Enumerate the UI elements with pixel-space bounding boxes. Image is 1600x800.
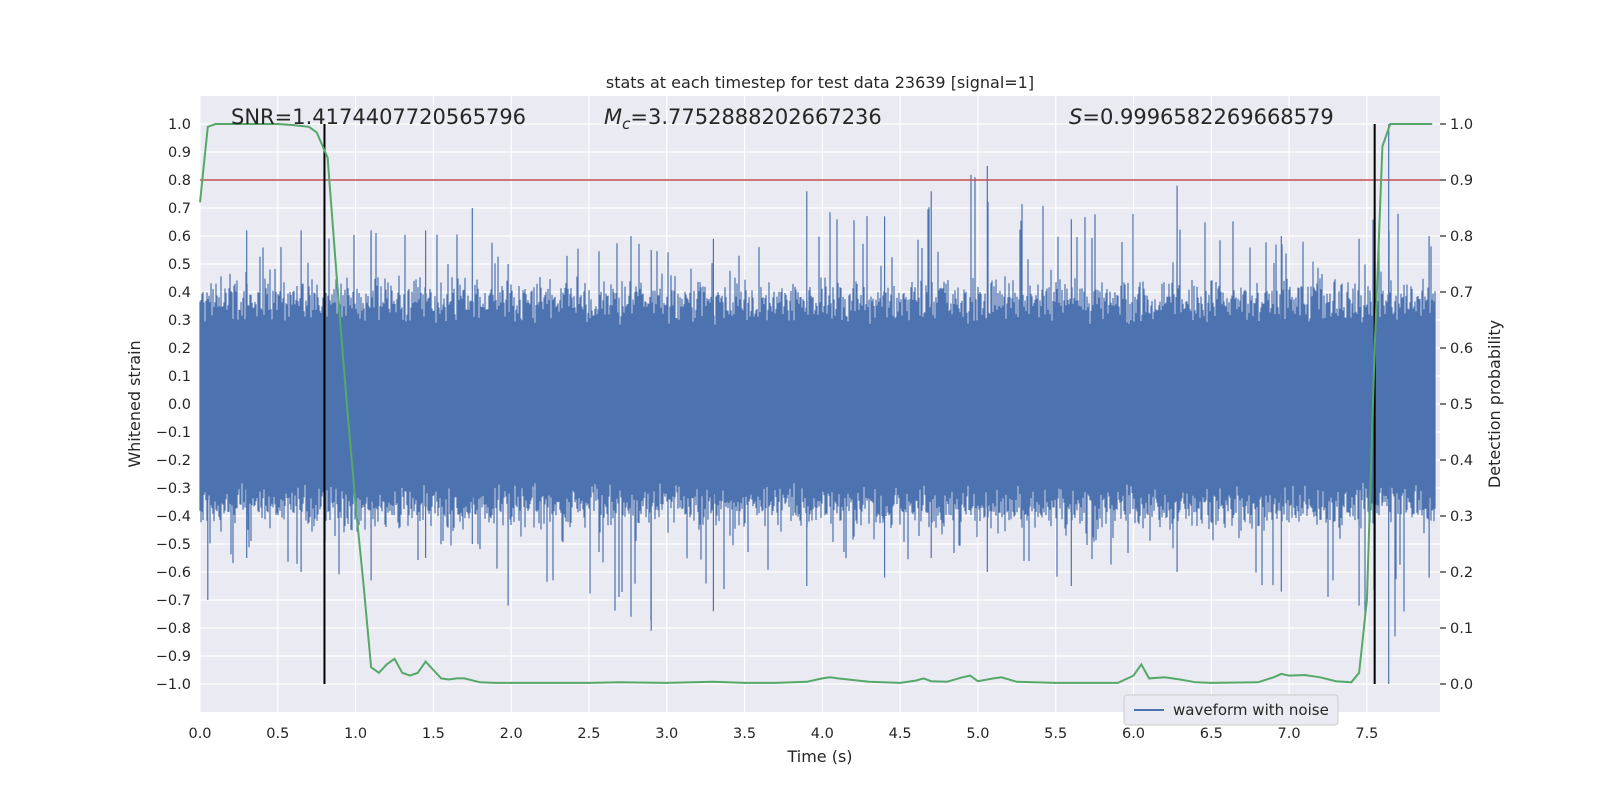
x-tick-label: 7.0 (1278, 726, 1301, 742)
y-right-tick-label: 0.6 (1450, 341, 1473, 357)
y-left-tick-label: −0.1 (156, 425, 191, 441)
y-left-tick-label: 1.0 (168, 117, 191, 133)
y-left-tick-label: 0.0 (168, 397, 191, 413)
y-left-tick-label: −0.3 (156, 481, 191, 497)
legend-box (1123, 694, 1339, 726)
chirp-mass-annotation: Mc=3.7752888202667236 (604, 105, 882, 133)
y-right-tick-label: 0.0 (1450, 677, 1473, 693)
y-left-axis-label: Whitened strain (125, 340, 144, 467)
x-tick-label: 7.5 (1355, 726, 1378, 742)
chirp-mass-subscript: c (622, 115, 631, 133)
x-tick-label: 3.0 (655, 726, 678, 742)
y-left-tick-label: 0.2 (168, 341, 191, 357)
x-tick-label: 6.5 (1200, 726, 1223, 742)
vertical-markers (323, 124, 1376, 684)
waveform-line (199, 124, 1436, 684)
y-right-tick-label: 0.5 (1450, 397, 1473, 413)
x-tick-label: 1.0 (344, 726, 367, 742)
y-left-tick-label: 0.6 (168, 229, 191, 245)
y-right-axis-label: Detection probability (1485, 320, 1504, 488)
y-left-tick-label: −0.5 (156, 537, 191, 553)
y-left-tick-label: 0.8 (168, 173, 191, 189)
y-left-tick-label: −0.8 (156, 621, 191, 637)
y-right-tick-label: 0.1 (1450, 621, 1473, 637)
x-tick-label: 4.0 (811, 726, 834, 742)
y-left-tick-label: 0.9 (168, 145, 191, 161)
chirp-mass-value: =3.7752888202667236 (630, 105, 881, 129)
y-right-tick-label: 0.3 (1450, 509, 1473, 525)
x-tick-label: 5.5 (1044, 726, 1067, 742)
snr-annotation: SNR=1.4174407720565796 (231, 105, 526, 129)
probability-line (199, 123, 1433, 684)
s-statistic-symbol: S (1069, 105, 1082, 129)
y-right-tick-label: 0.2 (1450, 565, 1473, 581)
s-statistic-annotation: S=0.9996582269668579 (1069, 105, 1334, 129)
y-left-tick-label: 0.1 (168, 369, 191, 385)
y-left-tick-label: 0.5 (168, 257, 191, 273)
x-tick-label: 3.5 (733, 726, 756, 742)
x-axis-label: Time (s) (786, 747, 852, 766)
x-tick-label: 5.0 (966, 726, 989, 742)
y-left-tick-label: 0.7 (168, 201, 191, 217)
x-tick-label: 0.0 (188, 726, 211, 742)
y-left-tick-label: 0.3 (168, 313, 191, 329)
y-right-tick-label: 1.0 (1450, 117, 1473, 133)
y-left-tick-label: −0.2 (156, 453, 191, 469)
y-left-tick-label: −0.7 (156, 593, 191, 609)
y-left-tick-label: −1.0 (156, 677, 191, 693)
y-right-axis-ticks: 1.0 0.9 0.8 0.7 0.6 0.5 0.4 0.3 0.2 0.1 0.0 (1440, 117, 1473, 693)
probability-series (199, 123, 1433, 684)
s-statistic-value: =0.9996582269668579 (1082, 105, 1333, 129)
x-tick-label: 4.5 (889, 726, 912, 742)
y-right-tick-label: 0.4 (1450, 453, 1473, 469)
x-tick-label: 2.0 (500, 726, 523, 742)
x-tick-label: 0.5 (266, 726, 289, 742)
y-left-tick-label: −0.9 (156, 649, 191, 665)
y-left-tick-label: −0.4 (156, 509, 191, 525)
legend-label: waveform with noise (1173, 701, 1329, 719)
y-right-tick-label: 0.9 (1450, 173, 1473, 189)
y-right-tick-label: 0.7 (1450, 285, 1473, 301)
y-left-tick-label: −0.6 (156, 565, 191, 581)
chart-title: stats at each timestep for test data 236… (606, 73, 1034, 92)
y-right-tick-label: 0.8 (1450, 229, 1473, 245)
x-axis-ticks: 0.0 0.5 1.0 1.5 2.0 2.5 3.0 3.5 4.0 4.5 5.0 5.5 6.0 6… (188, 726, 1378, 742)
y-left-axis-ticks: 1.0 0.9 0.8 0.7 0.6 0.5 0.4 0.3 0.2 0.1 0.0 −0.1 −0.… (156, 117, 191, 693)
x-tick-label: 1.5 (422, 726, 445, 742)
chirp-mass-symbol: M (604, 105, 622, 129)
y-left-tick-label: 0.4 (168, 285, 191, 301)
legend: waveform with noise (1123, 694, 1339, 726)
x-tick-label: 2.5 (577, 726, 600, 742)
waveform-series (199, 124, 1436, 684)
x-tick-label: 6.0 (1122, 726, 1145, 742)
